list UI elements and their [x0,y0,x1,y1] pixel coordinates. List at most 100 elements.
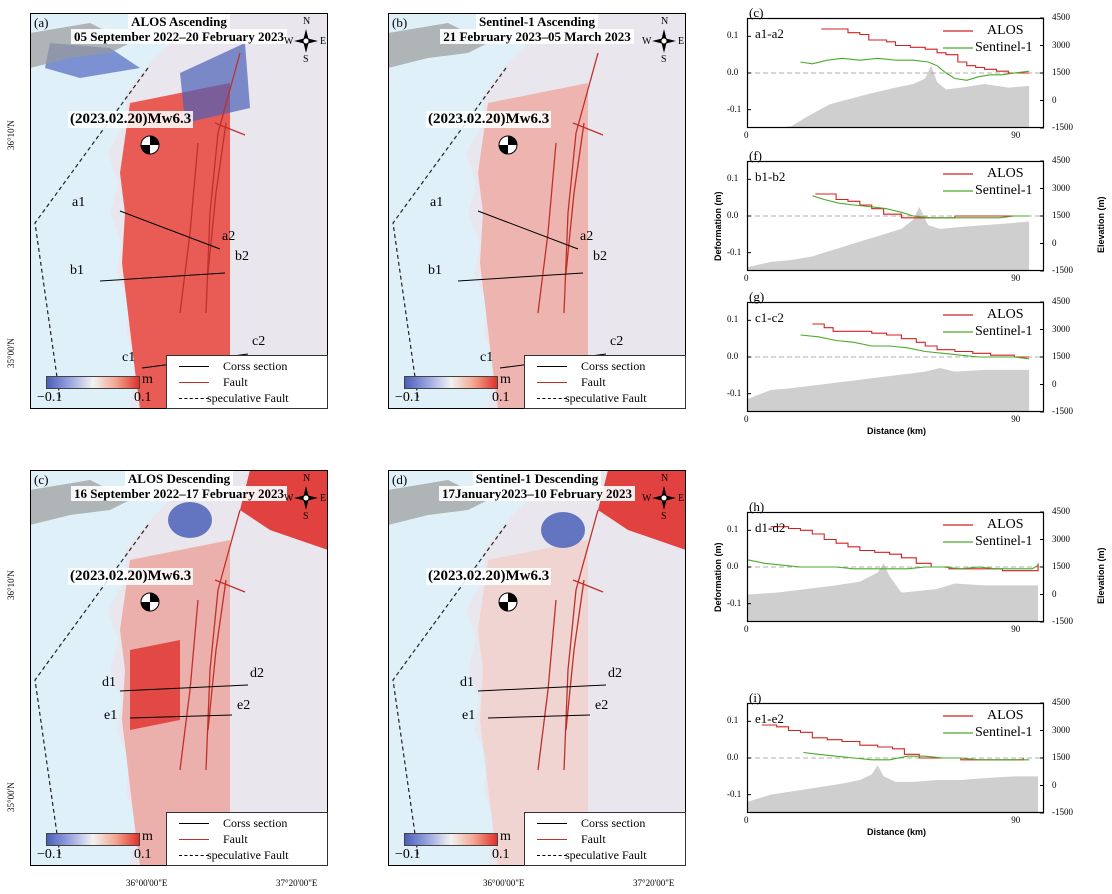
legend-alos-label: ALOS [987,166,1024,181]
map-canvas [30,470,328,866]
y2-tick-label: 4500 [1052,506,1070,516]
fault-line [214,122,246,136]
y2-tick-label: 3000 [1052,323,1070,334]
map-date-range: 16 September 2022–17 February 2023 [71,486,287,501]
lat-tick-bottom: 35°00'N [6,338,16,368]
map-title-sensor: Sentinel-1 Descending [472,471,602,486]
y2-tick-label: -1500 [1052,265,1073,275]
y-axis-label: Deformation (m) [713,191,723,262]
colorbar-unit: m [500,372,511,387]
legend-swatch [179,855,209,856]
compass-e: E [678,493,685,504]
legend-row: Corss section [531,816,679,830]
profile-chart: d1-d2 ALOS Sentinel-1 [746,511,1045,623]
colorbar [46,833,140,846]
map-panel: (b) Sentinel-1 Ascending 21 February 2023–… [388,13,686,409]
earthquake-label: (2023.02.20)Mw6.3 [426,111,552,128]
compass-s: S [661,54,667,65]
map-canvas [388,470,686,866]
map-panel: (c) ALOS Descending 16 September 2022–17 F… [30,470,328,866]
y2-tick-label: -1500 [1052,807,1073,817]
map-subtitle: 16 September 2022–17 February 2023 [30,486,328,501]
focal-mechanism-icon [140,592,160,612]
y2-tick-label: 0 [1052,378,1057,389]
compass-s: S [303,511,309,522]
colorbar-min: −0.1 [395,847,421,862]
north-arrow-icon [294,486,318,510]
legend-text: Corss section [223,816,288,830]
subsidence-zone [541,512,585,548]
legend-text: Corss section [223,359,288,373]
compass-n: N [303,16,311,27]
y2-tick-label: 0 [1052,237,1057,248]
legend-swatch [537,366,567,367]
section-end-label: b2 [235,249,249,264]
profile-title: e1-e2 [755,711,784,726]
legend-alos-label: ALOS [987,517,1024,532]
fault-line [563,52,599,314]
map-title-sensor: Sentinel-1 Ascending [476,14,598,29]
y2-tick-label: -1500 [1052,406,1073,416]
x-axis-label: Distance (km) [867,426,927,436]
profile-panel-letter: (i) [749,690,762,705]
map-legend: Corss section Fault speculative Fault [166,812,328,866]
cross-section-line [477,210,579,250]
profile-panel-letter: (g) [749,289,765,304]
y-tick-label: 0.0 [727,351,739,361]
legend-swatch [179,839,209,840]
y2-tick-label: 4500 [1052,697,1070,707]
compass-e: E [320,493,327,504]
y2-tick-label: 3000 [1052,724,1070,735]
section-start-label: e1 [104,708,118,723]
focal-mechanism-icon [498,135,518,155]
panel-letter: (d) [392,472,408,487]
fault-line [205,509,241,771]
legend-sentinel-label: Sentinel-1 [975,534,1033,549]
compass-e: E [320,36,327,47]
legend-swatch [537,839,567,840]
map-date-range: 05 September 2022–20 February 2023 [71,29,287,44]
legend-sentinel-label: Sentinel-1 [975,183,1033,198]
elevation-area [747,563,1039,622]
x-axis-label: Distance (km) [867,827,927,837]
elevation-area [747,765,1039,813]
lon-tick-left-b: 36°00'00"E [483,878,525,888]
legend-text: Corss section [581,359,646,373]
profile-title: d1-d2 [755,520,786,535]
map-legend: Corss section Fault speculative Fault [524,355,686,409]
fault-line [572,122,604,136]
map-title: ALOS Descending [30,471,328,486]
legend-alos-label: ALOS [987,23,1024,38]
colorbar [46,376,140,389]
fault-line [565,579,585,731]
fault-line [207,122,227,274]
elevation-area [747,206,1030,271]
profile-chart: b1-b2 ALOS Sentinel-1 [746,160,1045,272]
cross-section-line [129,714,233,719]
y-tick-label: -0.1 [727,597,742,608]
north-arrow-icon [294,29,318,53]
sentinel-series-line [803,751,1030,761]
map-subtitle: 21 February 2023–05 March 2023 [388,29,686,44]
fault-line [214,579,246,593]
x-tick-label: 0 [744,273,749,283]
section-start-label: d1 [102,675,116,690]
compass-w: W [284,36,294,47]
y2-tick-label: 1500 [1052,210,1070,220]
cross-section-line [119,684,249,692]
panel-letter: (c) [34,472,49,487]
compass-w: W [284,493,294,504]
lat-tick-top: 36°10'N [6,120,16,150]
profile-title: c1-c2 [755,310,784,325]
fault-line [565,122,585,274]
y2-tick-label: 3000 [1052,39,1070,50]
legend-swatch [179,398,209,399]
panel-letter: (a) [34,15,49,30]
x-tick-label: 90 [1011,130,1021,140]
lat-tick-top-lower: 36°10'N [6,570,16,600]
profile-chart: a1-a2 ALOS Sentinel-1 [746,17,1045,129]
alos-series-line [770,526,1039,572]
colorbar-max: 0.1 [492,847,510,862]
earthquake-label: (2023.02.20)Mw6.3 [68,111,194,128]
elevation-area [747,368,1030,412]
